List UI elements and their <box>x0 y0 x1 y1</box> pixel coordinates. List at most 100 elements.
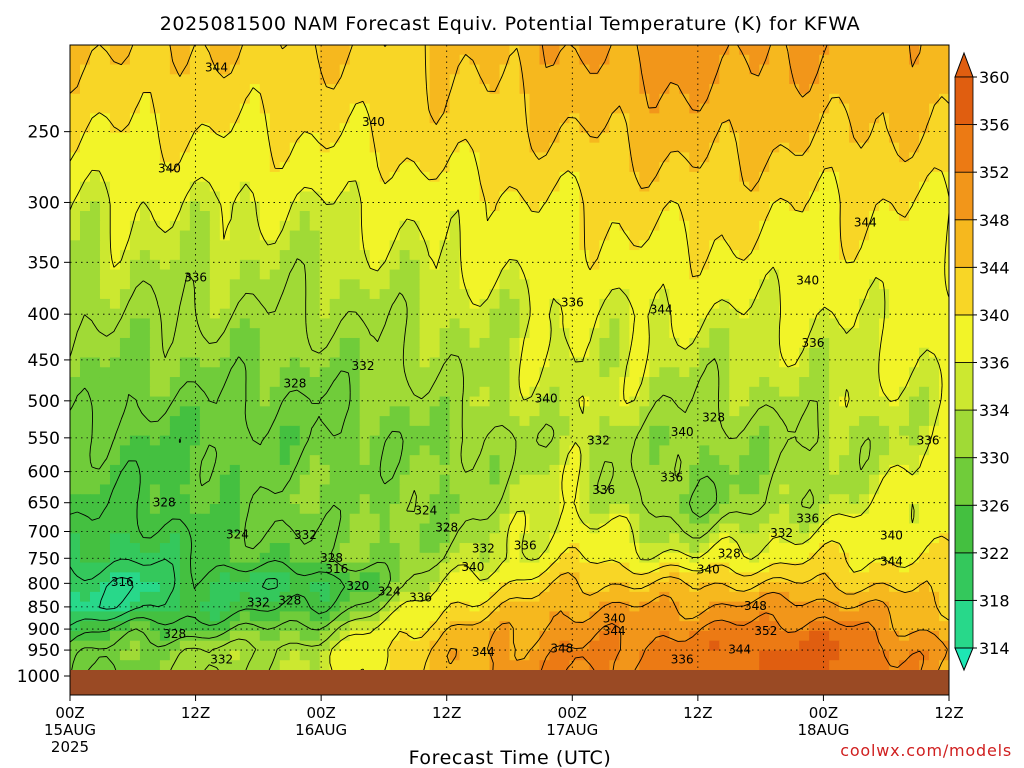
field-cell <box>409 562 421 573</box>
field-cell <box>89 386 101 398</box>
field-cell <box>879 269 890 280</box>
field-cell <box>749 211 760 222</box>
field-cell <box>79 435 91 446</box>
field-cell <box>919 328 930 339</box>
field-cell <box>779 425 790 437</box>
field-cell <box>369 455 381 466</box>
field-cell <box>299 230 311 241</box>
field-cell <box>369 289 381 300</box>
field-cell <box>559 132 571 144</box>
field-cell <box>659 132 670 144</box>
field-cell <box>909 513 920 525</box>
field-cell <box>79 269 91 280</box>
field-cell <box>309 289 321 300</box>
field-cell <box>509 132 521 144</box>
field-cell <box>789 162 800 173</box>
field-cell <box>799 337 810 349</box>
field-cell <box>769 74 780 85</box>
field-cell <box>129 406 141 417</box>
field-cell <box>429 113 441 124</box>
field-cell <box>829 162 840 173</box>
field-cell <box>929 582 940 593</box>
field-cell <box>469 435 481 446</box>
field-cell <box>119 84 131 95</box>
field-cell <box>259 367 271 378</box>
field-cell <box>449 259 461 271</box>
field-cell <box>749 220 760 232</box>
field-cell <box>89 240 101 251</box>
field-cell <box>489 425 501 437</box>
field-cell <box>759 142 770 154</box>
field-cell <box>709 289 720 300</box>
field-cell <box>649 328 660 339</box>
field-cell <box>159 113 171 124</box>
field-cell <box>919 64 930 75</box>
field-cell <box>569 455 581 466</box>
field-cell <box>119 74 131 85</box>
field-cell <box>119 230 131 241</box>
field-cell <box>809 84 820 95</box>
field-cell <box>879 464 890 476</box>
field-cell <box>339 367 351 378</box>
field-cell <box>329 337 341 349</box>
field-cell <box>549 152 561 163</box>
field-cell <box>809 113 820 124</box>
field-cell <box>879 523 890 534</box>
field-cell <box>519 123 531 134</box>
field-cell <box>469 337 481 349</box>
field-cell <box>489 113 501 124</box>
field-cell <box>319 45 331 56</box>
field-cell <box>229 543 241 554</box>
field-cell <box>389 396 401 407</box>
field-cell <box>919 367 930 378</box>
field-cell <box>309 347 321 359</box>
field-cell <box>149 250 161 261</box>
field-cell <box>99 484 111 495</box>
field-cell <box>699 152 710 163</box>
field-cell <box>109 230 121 241</box>
field-cell <box>579 74 591 85</box>
field-cell <box>709 425 720 437</box>
field-cell <box>319 406 331 417</box>
field-cell <box>229 93 241 105</box>
field-cell <box>109 396 121 407</box>
field-cell <box>509 289 521 300</box>
field-cell <box>119 152 131 163</box>
field-cell <box>289 513 301 525</box>
field-cell <box>899 582 910 593</box>
field-cell <box>559 533 571 544</box>
field-cell <box>329 64 341 75</box>
field-cell <box>819 445 830 456</box>
field-cell <box>629 289 640 300</box>
field-cell <box>699 132 710 144</box>
field-cell <box>179 377 191 388</box>
field-cell <box>789 308 800 320</box>
field-cell <box>269 74 281 85</box>
field-cell <box>479 93 491 105</box>
field-cell <box>229 84 241 95</box>
field-cell <box>389 484 401 495</box>
field-cell <box>909 494 920 505</box>
field-cell <box>489 494 501 505</box>
field-cell <box>649 181 660 193</box>
field-cell <box>739 113 750 124</box>
field-cell <box>609 181 620 193</box>
field-cell <box>249 240 261 251</box>
field-cell <box>349 435 361 446</box>
field-cell <box>659 54 670 66</box>
field-cell <box>70 142 81 154</box>
field-cell <box>549 162 561 173</box>
field-cell <box>369 152 381 163</box>
field-cell <box>519 328 531 339</box>
field-cell <box>369 93 381 105</box>
field-cell <box>149 152 161 163</box>
field-cell <box>169 93 181 105</box>
field-cell <box>419 543 431 554</box>
field-cell <box>829 171 840 183</box>
field-cell <box>509 250 521 261</box>
field-cell <box>849 220 860 232</box>
field-cell <box>789 211 800 222</box>
field-cell <box>409 464 421 476</box>
field-cell <box>449 572 461 583</box>
field-cell <box>799 455 810 466</box>
